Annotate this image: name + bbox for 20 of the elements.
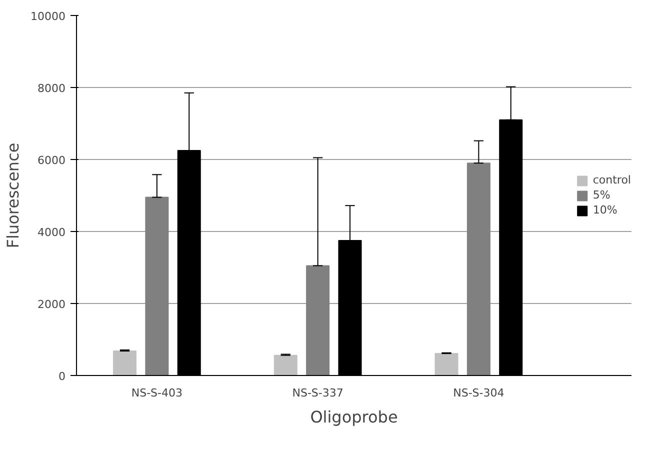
legend-label: control — [592, 174, 631, 186]
legend-label: 10% — [592, 204, 618, 216]
bar — [434, 353, 458, 376]
bar — [145, 196, 169, 376]
x-tick-label: NS-S-403 — [131, 386, 183, 400]
bar — [306, 265, 330, 376]
y-tick-label: 6000 — [38, 154, 66, 167]
y-tick-label: 4000 — [38, 226, 66, 239]
x-axis-title: Oligoprobe — [310, 408, 398, 426]
x-tick-label: NS-S-337 — [292, 386, 344, 400]
x-tick-label: NS-S-304 — [453, 386, 504, 400]
y-tick-label: 10000 — [30, 10, 66, 23]
legend-label: 5% — [592, 188, 612, 202]
y-tick-label: 8000 — [38, 82, 66, 95]
y-tick-label: 0 — [58, 370, 66, 383]
y-axis-title: Fluorescence — [4, 142, 23, 248]
bar — [113, 350, 137, 376]
bar — [274, 354, 298, 376]
bar — [466, 162, 490, 376]
y-tick-label: 2000 — [38, 298, 66, 311]
